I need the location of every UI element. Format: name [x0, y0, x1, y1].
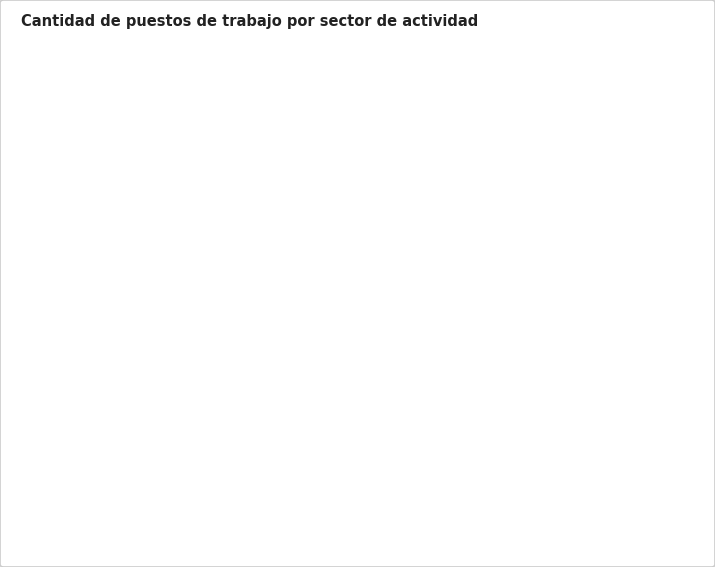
Text: –: – [72, 345, 77, 355]
Text: –: – [72, 211, 77, 221]
Text: –: – [72, 285, 77, 295]
Text: –: – [72, 419, 77, 429]
Text: Cantidad de puestos de trabajo por sector de actividad: Cantidad de puestos de trabajo por secto… [21, 14, 479, 29]
Text: –: – [72, 256, 77, 266]
Text: –: – [72, 404, 77, 414]
Text: –: – [72, 197, 77, 206]
Text: –: – [72, 167, 77, 177]
FancyBboxPatch shape [95, 506, 695, 551]
Text: –: – [72, 137, 77, 147]
Text: –: – [72, 241, 77, 251]
Text: –: – [72, 181, 77, 192]
Text: –: – [72, 92, 77, 103]
Text: –: – [72, 315, 77, 325]
Text: –: – [72, 270, 77, 281]
Text: –: – [72, 330, 77, 340]
Text: In: In [391, 493, 399, 502]
Text: –: – [72, 359, 77, 370]
Text: –: – [72, 390, 77, 399]
Text: –: – [72, 122, 77, 132]
Text: I - Alojamiento y servicios de comida: I - Alojamiento y servicios de comida [445, 36, 663, 49]
Text: –: – [72, 108, 77, 117]
Text: –: – [72, 434, 77, 444]
